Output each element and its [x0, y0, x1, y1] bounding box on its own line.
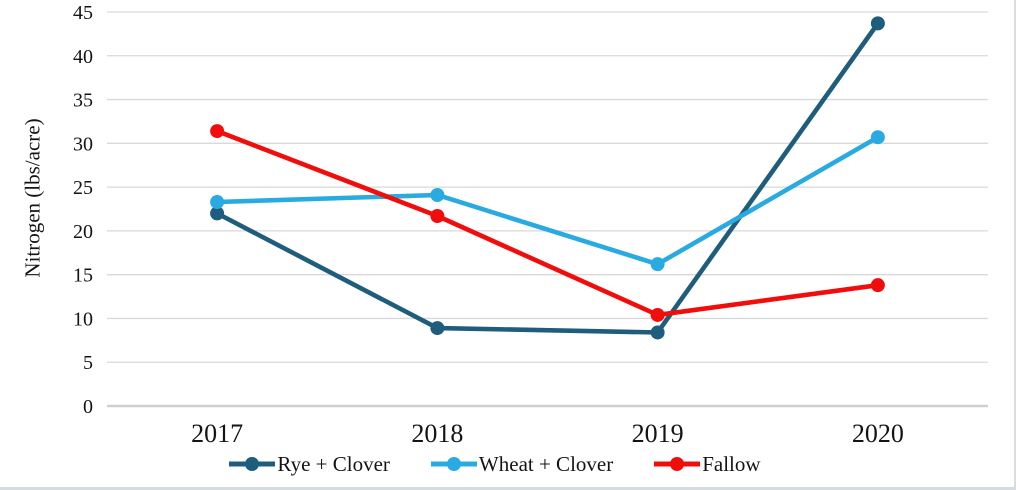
y-tick-label: 40	[73, 46, 93, 68]
legend-marker-icon	[654, 457, 701, 471]
x-category-label: 2020	[852, 419, 904, 448]
data-point	[210, 206, 225, 221]
y-tick-label: 35	[73, 90, 93, 112]
legend-item: Fallow	[654, 451, 761, 477]
x-category-label: 2018	[411, 419, 463, 448]
data-point	[210, 124, 225, 139]
data-point	[430, 321, 445, 336]
y-tick-label: 5	[83, 352, 93, 374]
x-category-label: 2019	[632, 419, 684, 448]
series-line	[214, 134, 881, 267]
y-tick-label: 45	[73, 2, 93, 24]
data-point	[430, 187, 445, 202]
data-point	[870, 16, 885, 31]
y-tick-label: 25	[73, 177, 93, 199]
legend-item: Wheat + Clover	[430, 451, 614, 477]
data-point	[210, 194, 225, 209]
data-point	[430, 209, 445, 224]
plot-area: 0 5 10 15 20 25 30 35 40 45 2017 2018 2019 2020	[73, 2, 988, 448]
legend-marker-icon	[430, 457, 477, 471]
y-tick-label: 10	[73, 308, 93, 330]
series-line	[214, 21, 881, 335]
x-category-label: 2017	[191, 419, 243, 448]
y-tick-label: 0	[83, 396, 93, 418]
data-point	[870, 130, 885, 145]
y-tick-label: 30	[73, 133, 93, 155]
series-line	[214, 128, 881, 318]
data-point	[870, 278, 885, 293]
legend-item: Rye + Clover	[229, 452, 390, 477]
legend-item-label: Wheat + Clover	[478, 451, 614, 476]
data-point	[650, 257, 665, 272]
legend-item-label: Rye + Clover	[277, 451, 390, 476]
legend-marker-icon	[229, 457, 276, 471]
legend-item-label: Fallow	[702, 451, 761, 476]
data-point	[650, 325, 665, 340]
data-point	[650, 307, 665, 322]
y-tick-label: 20	[73, 221, 93, 243]
y-tick-label: 15	[73, 265, 93, 287]
legend: Rye + Clover Wheat + Clover Fallow	[0, 447, 1002, 481]
